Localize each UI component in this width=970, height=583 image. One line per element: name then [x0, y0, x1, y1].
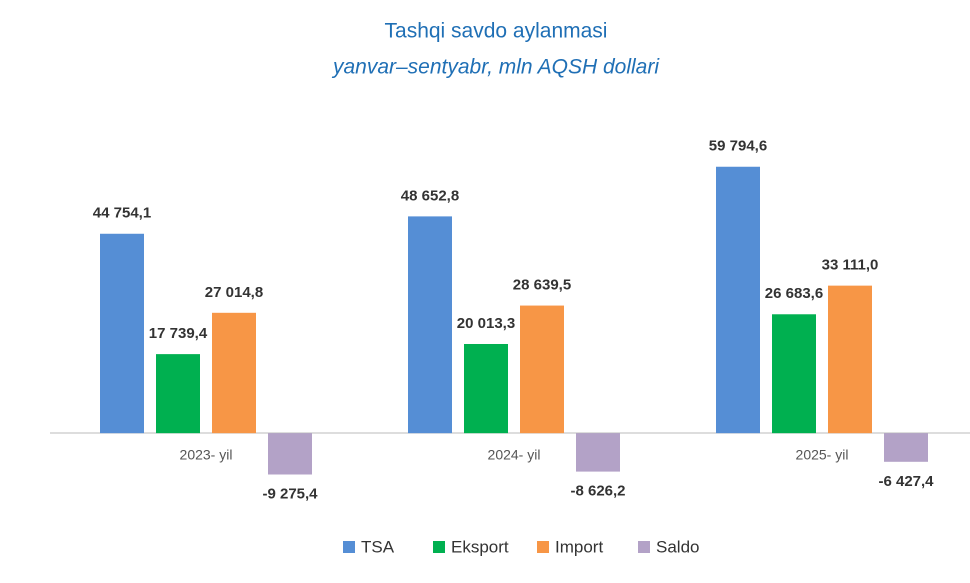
bar: [464, 343, 508, 434]
x-tick-label: 2023- yil: [180, 447, 233, 463]
chart-subtitle: yanvar–sentyabr, mln AQSH dollari: [331, 56, 660, 79]
bar: [520, 305, 564, 434]
bar: [884, 433, 928, 462]
bar: [212, 312, 256, 434]
data-label: 26 683,6: [765, 285, 823, 302]
bar: [100, 233, 144, 434]
data-label: 20 013,3: [457, 315, 515, 332]
legend-swatch: [638, 541, 650, 553]
bar: [408, 216, 452, 434]
legend-swatch: [537, 541, 549, 553]
chart-title: Tashqi savdo aylanmasi: [385, 20, 608, 43]
bar: [156, 354, 200, 434]
legend-swatch: [343, 541, 355, 553]
data-label: 48 652,8: [401, 187, 459, 204]
data-label: 28 639,5: [513, 277, 571, 294]
x-tick-label: 2024- yil: [488, 447, 541, 463]
legend-label: TSA: [361, 537, 395, 556]
data-label: 59 794,6: [709, 138, 767, 155]
x-tick-label: 2025- yil: [796, 447, 849, 463]
data-label: 27 014,8: [205, 284, 263, 301]
data-label: 44 754,1: [93, 205, 151, 222]
data-label: 17 739,4: [149, 325, 208, 342]
bar: [576, 433, 620, 472]
legend-label: Import: [555, 537, 603, 556]
legend-swatch: [433, 541, 445, 553]
bar: [268, 433, 312, 475]
bar: [716, 166, 760, 434]
bar: [772, 314, 816, 434]
legend-label: Saldo: [656, 537, 699, 556]
data-label: -6 427,4: [878, 473, 934, 490]
legend-label: Eksport: [451, 537, 509, 556]
data-label: -9 275,4: [262, 485, 318, 502]
data-label: -8 626,2: [570, 483, 625, 500]
data-label: 33 111,0: [822, 257, 879, 274]
bar: [828, 285, 872, 434]
